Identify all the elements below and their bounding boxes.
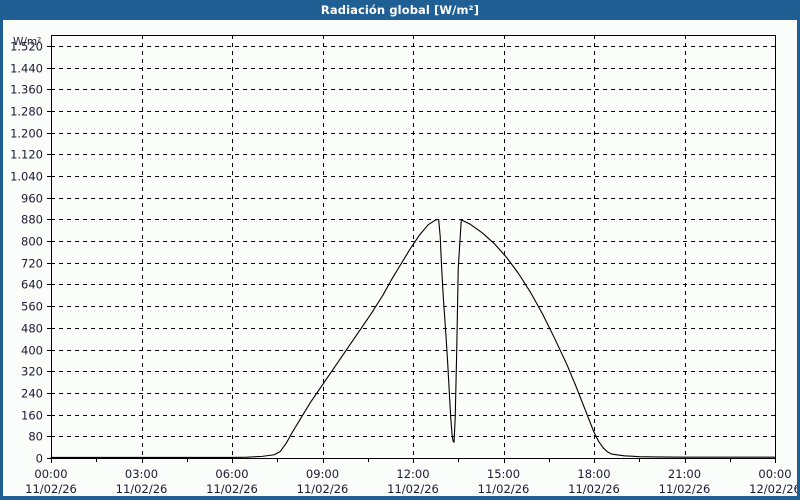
y-tick-label: 0	[36, 452, 43, 466]
x-tick-label-date: 11/02/26	[25, 482, 77, 496]
x-tick-label-date: 11/02/26	[387, 482, 439, 496]
y-tick-label: 1.520	[10, 40, 43, 54]
x-tick-label-time: 00:00	[34, 467, 67, 481]
grid-group	[51, 35, 775, 458]
x-tick-label-time: 12:00	[396, 467, 429, 481]
x-tick-label-date: 12/02/26	[749, 482, 797, 496]
x-tick-label-time: 09:00	[306, 467, 339, 481]
x-tick-label-time: 03:00	[125, 467, 158, 481]
y-tick-label: 1.040	[10, 170, 43, 184]
window-title-bar: Radiación global [W/m²]	[0, 0, 800, 20]
y-tick-label: 1.440	[10, 62, 43, 76]
y-tick-label: 640	[21, 278, 43, 292]
plot-surface: 0 80 160 240 320 400 480 560 640 720 800 880 960 1.04…	[3, 20, 797, 496]
x-tick-label-time: 21:00	[668, 467, 701, 481]
y-tick-label: 1.120	[10, 148, 43, 162]
page-title: Radiación global [W/m²]	[320, 3, 480, 17]
radiation-line-chart: 0 80 160 240 320 400 480 560 640 720 800 880 960 1.04…	[10, 35, 797, 496]
x-axis-tick-labels: 00:0011/02/2603:0011/02/2606:0011/02/260…	[25, 467, 797, 496]
y-tick-label: 240	[21, 387, 43, 401]
y-tick-label: 880	[21, 213, 43, 227]
y-tick-label: 320	[21, 365, 43, 379]
axis-ticks-group	[47, 46, 776, 463]
x-tick-label-date: 11/02/26	[297, 482, 349, 496]
y-tick-label: 800	[21, 235, 43, 249]
y-tick-label: 960	[21, 192, 43, 206]
y-tick-label: 160	[21, 409, 43, 423]
y-axis-tick-labels: 0 80 160 240 320 400 480 560 640 720 800 880 960 1.04…	[10, 40, 43, 466]
x-tick-label-date: 11/02/26	[568, 482, 620, 496]
x-tick-label-time: 15:00	[487, 467, 520, 481]
y-tick-label: 1.360	[10, 83, 43, 97]
y-tick-label: 480	[21, 322, 43, 336]
y-tick-label: 560	[21, 300, 43, 314]
y-tick-label: 400	[21, 344, 43, 358]
plot-frame	[50, 35, 777, 460]
y-tick-label: 1.280	[10, 105, 43, 119]
y-tick-label: 720	[21, 257, 43, 271]
x-tick-label-date: 11/02/26	[116, 482, 168, 496]
y-tick-label: 80	[28, 430, 43, 444]
x-tick-label-time: 00:00	[758, 467, 791, 481]
y-axis-unit-label: W/m²	[13, 36, 41, 48]
x-tick-label-time: 06:00	[215, 467, 248, 481]
x-tick-label-date: 11/02/26	[478, 482, 530, 496]
y-tick-label: 1.200	[10, 127, 43, 141]
x-tick-label-time: 18:00	[577, 467, 610, 481]
x-tick-label-date: 11/02/26	[659, 482, 711, 496]
global-radiation-series	[50, 218, 776, 459]
x-tick-label-date: 11/02/26	[206, 482, 258, 496]
